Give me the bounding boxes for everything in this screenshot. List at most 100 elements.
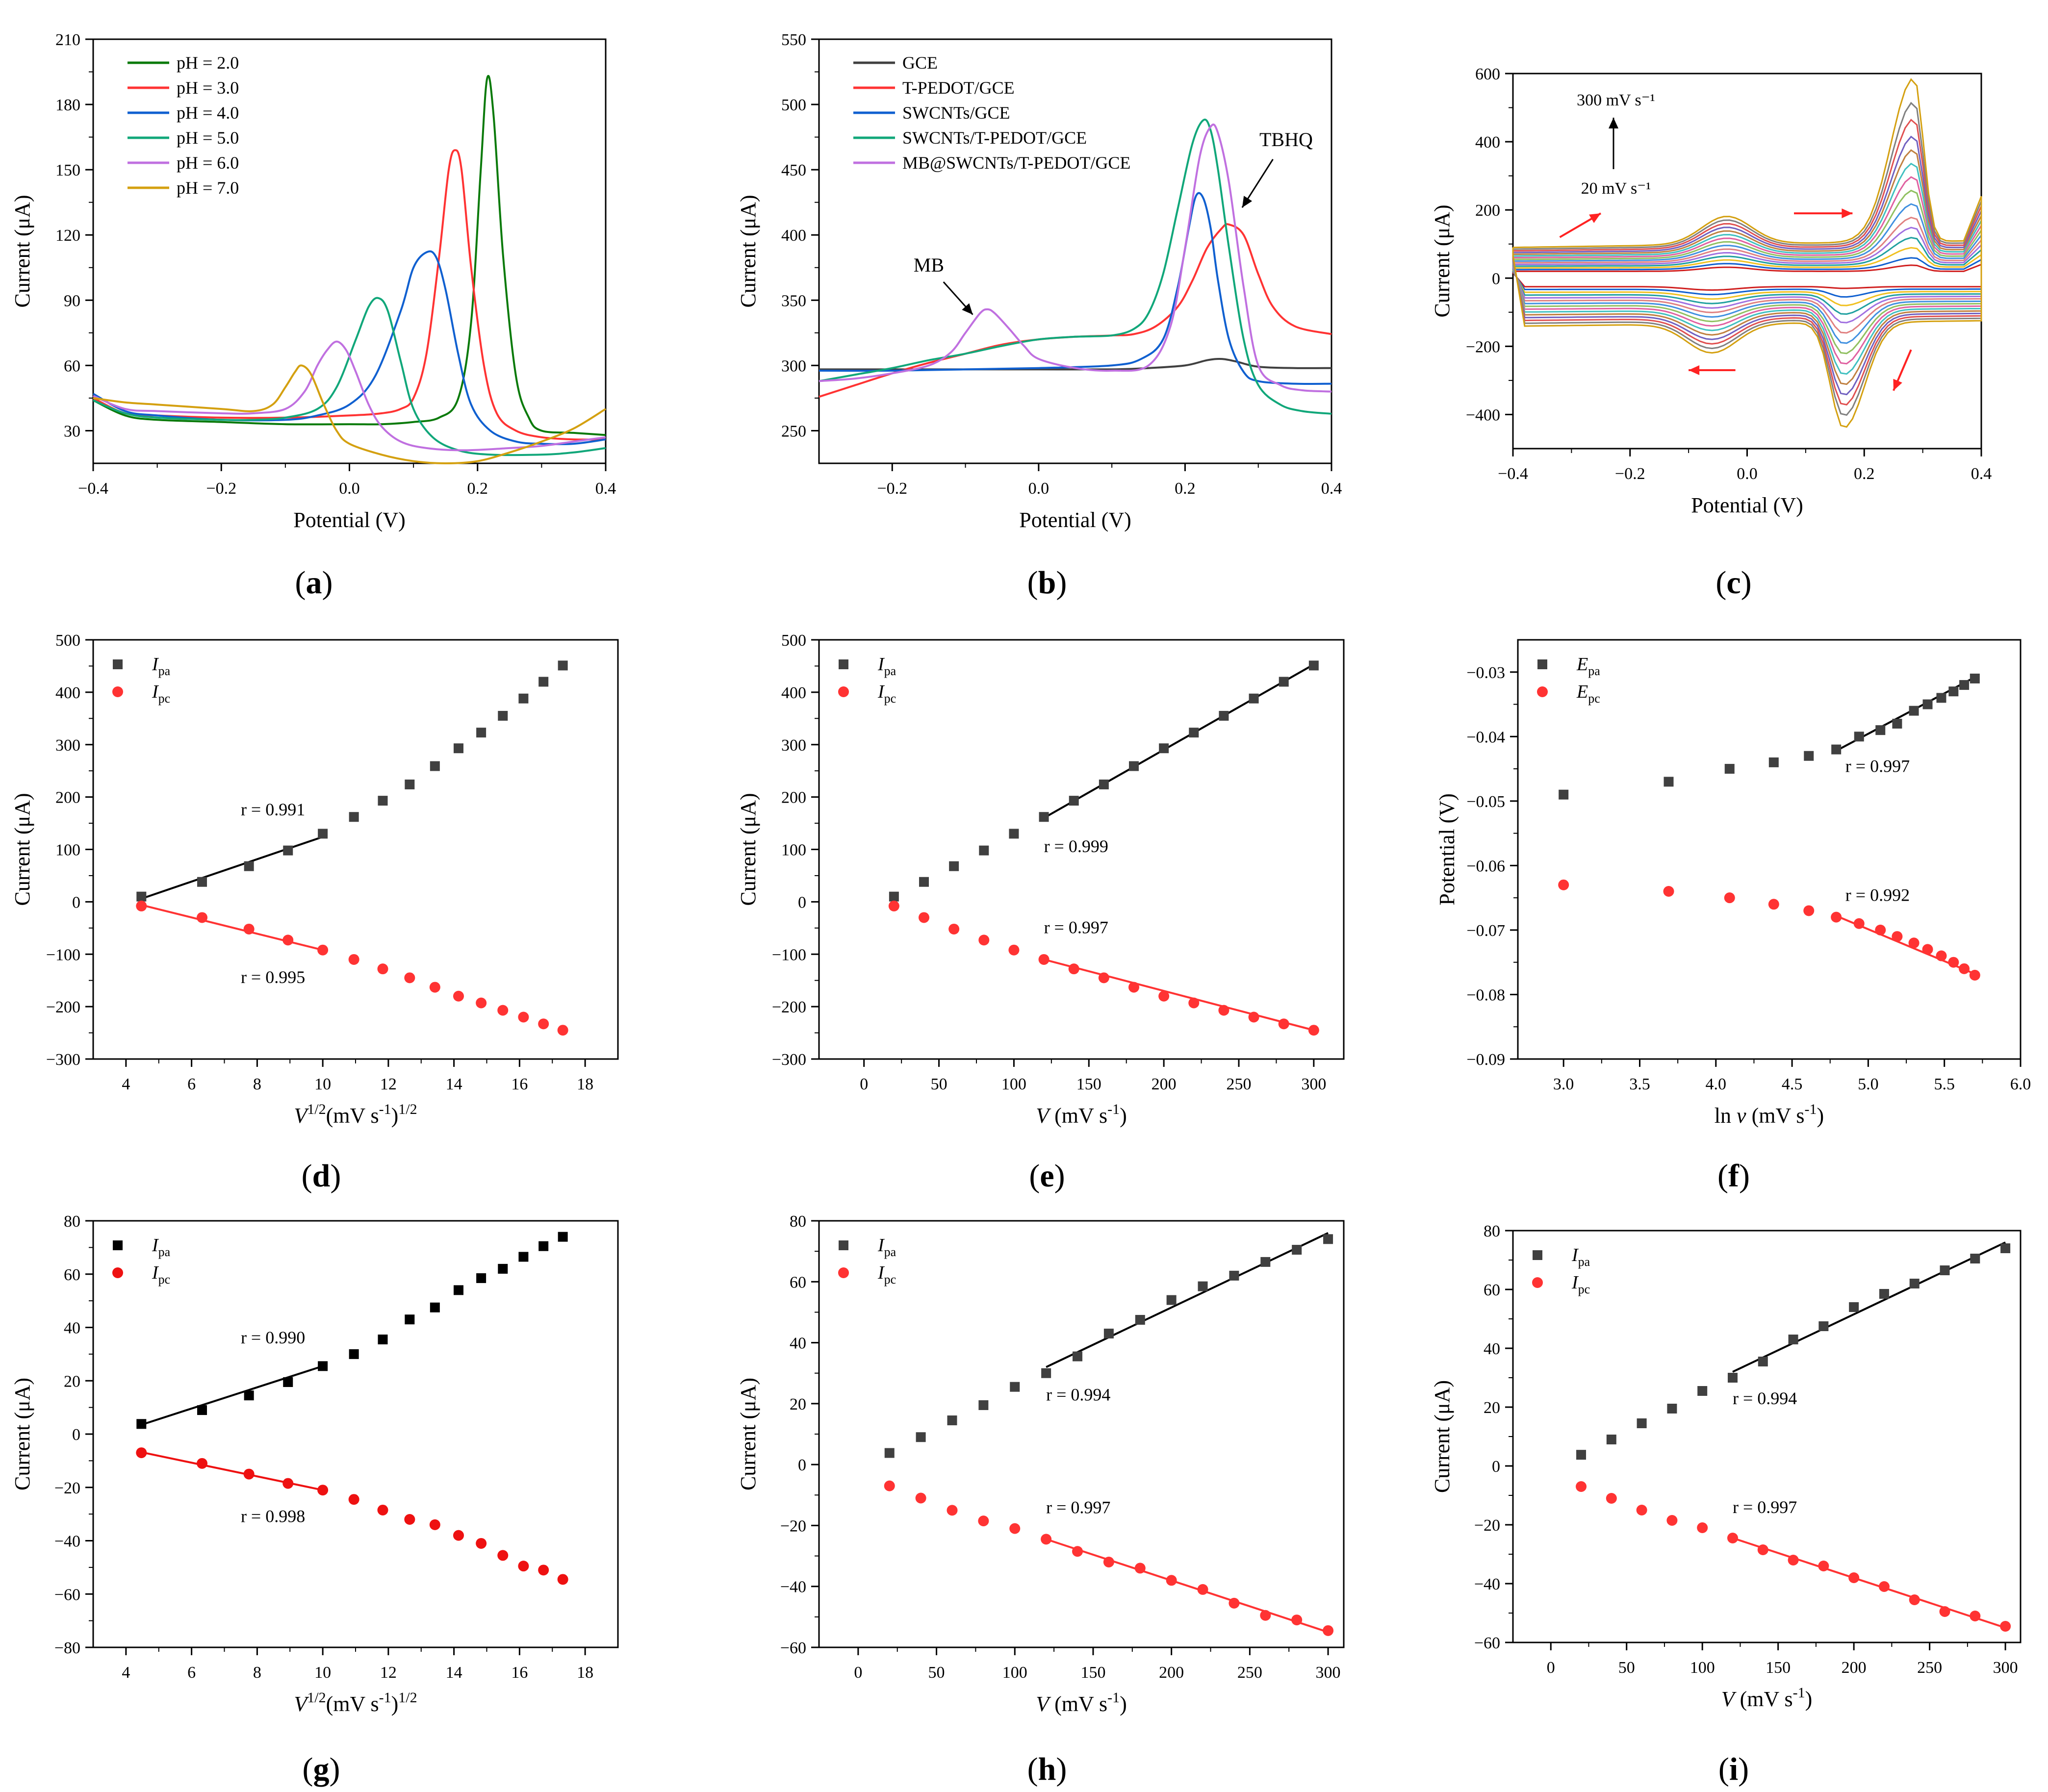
marker-square	[1009, 829, 1019, 839]
y-tick-label: 400	[1475, 133, 1500, 151]
legend-marker	[113, 659, 123, 669]
x-tick-label: 12	[380, 1664, 397, 1682]
annotation-label: MB	[914, 254, 944, 276]
fit-line	[1046, 1538, 1329, 1633]
marker-circle	[948, 923, 960, 934]
marker-square	[430, 1302, 440, 1312]
y-tick-label: 100	[781, 841, 806, 859]
y-tick-label: 400	[781, 684, 806, 702]
chart-panel-a: −0.4 −0.2 0.0 0.2 0.4 30 60 90 120 150 180 210 pH = …	[10, 31, 616, 601]
marker-circle	[1727, 1533, 1738, 1543]
x-tick-label: 18	[577, 1075, 593, 1093]
marker-square	[1664, 777, 1674, 787]
panel-caption: (f)	[1717, 1158, 1750, 1194]
marker-circle	[1831, 911, 1842, 923]
marker-square	[919, 877, 929, 887]
x-axis-label: Potential (V)	[1019, 508, 1131, 532]
marker-square	[1135, 1314, 1145, 1325]
marker-square	[244, 861, 254, 871]
scan-arrow-head	[1589, 213, 1601, 223]
marker-circle	[317, 1485, 329, 1496]
marker-square	[538, 677, 549, 687]
legend-label: SWCNTs/GCE	[902, 103, 1010, 123]
marker-square	[378, 796, 388, 806]
chart-panel-g: 4 6 8 10 12 14 16 18 −80 −60 −40 −20 0 20 40 60 80 r = 0.…	[10, 1212, 619, 1787]
y-tick-label: 180	[55, 96, 80, 114]
y-axis-label: Current (μA)	[736, 195, 760, 307]
y-tick-label: 40	[64, 1319, 80, 1338]
marker-circle	[136, 1447, 147, 1459]
marker-square	[1559, 789, 1569, 800]
x-tick-label: 200	[1842, 1659, 1867, 1677]
marker-circle	[1848, 1572, 1860, 1583]
y-tick-label: 150	[55, 161, 80, 179]
marker-circle	[1908, 937, 1920, 949]
marker-square	[453, 1285, 463, 1295]
marker-square	[197, 1405, 207, 1415]
x-tick-label: 150	[1076, 1075, 1101, 1093]
x-tick-label: 0.2	[1175, 480, 1196, 498]
legend-marker	[838, 686, 849, 697]
legend-label: Ipa	[1571, 1245, 1590, 1269]
y-tick-label: 60	[64, 1266, 80, 1284]
y-tick-label: 20	[64, 1372, 80, 1390]
fit-r-label: r = 0.997	[1046, 1498, 1110, 1517]
marker-circle	[348, 1494, 359, 1505]
marker-square	[889, 891, 899, 902]
marker-circle	[197, 912, 208, 923]
marker-square	[1249, 693, 1259, 704]
annotation-label: 20 mV s⁻¹	[1581, 179, 1651, 198]
series-line	[93, 149, 606, 441]
marker-square	[378, 1334, 388, 1344]
marker-circle	[2000, 1621, 2011, 1632]
marker-circle	[1008, 944, 1020, 956]
chart-panel-d: 4 6 8 10 12 14 16 18 −300 −200 −100 0 100 200 300 400 50…	[10, 631, 619, 1194]
y-tick-label: −400	[1466, 406, 1500, 424]
marker-circle	[1134, 1563, 1146, 1574]
fit-line	[1043, 663, 1314, 819]
scan-arrow-head	[1893, 379, 1902, 391]
marker-circle	[476, 997, 487, 1009]
marker-square	[1940, 1265, 1950, 1275]
marker-circle	[1248, 1011, 1259, 1023]
marker-circle	[1922, 944, 1933, 955]
marker-square	[1849, 1302, 1859, 1312]
marker-square	[1697, 1386, 1708, 1396]
marker-square	[453, 743, 463, 754]
legend-label: Ipc	[877, 681, 896, 706]
x-tick-label: −0.2	[1615, 465, 1645, 483]
x-tick-label: 0.4	[1971, 465, 1992, 483]
marker-circle	[1103, 1557, 1114, 1567]
y-axis-label: Current (μA)	[736, 793, 760, 906]
marker-circle	[197, 1458, 208, 1469]
x-tick-label: 0	[1547, 1659, 1555, 1677]
marker-circle	[1970, 1611, 1981, 1621]
marker-square	[136, 1419, 147, 1429]
x-tick-label: 16	[511, 1075, 528, 1093]
y-tick-label: 90	[64, 292, 80, 310]
marker-circle	[1291, 1615, 1303, 1626]
marker-circle	[1188, 997, 1200, 1009]
fit-line	[141, 904, 323, 951]
annotation-arrow-head	[1242, 196, 1253, 208]
legend-label: Ipa	[152, 654, 171, 678]
x-tick-label: 0.4	[595, 480, 616, 498]
legend-label: pH = 6.0	[177, 153, 239, 173]
x-tick-label: 250	[1237, 1664, 1262, 1682]
y-axis-label: Current (μA)	[736, 1378, 760, 1490]
legend-marker	[1537, 659, 1547, 669]
marker-square	[1279, 677, 1289, 687]
marker-square	[1724, 764, 1735, 774]
y-tick-label: −300	[772, 1051, 806, 1069]
x-tick-label: 50	[931, 1075, 947, 1093]
marker-circle	[1909, 1594, 1920, 1605]
marker-square	[1768, 757, 1779, 767]
y-tick-label: −80	[54, 1639, 80, 1657]
marker-square	[1166, 1295, 1177, 1305]
x-tick-label: 0.0	[339, 480, 360, 498]
plot-frame	[818, 38, 1332, 464]
x-tick-label: 150	[1080, 1664, 1105, 1682]
marker-square	[1159, 743, 1169, 754]
fit-r-label: r = 0.990	[241, 1328, 305, 1347]
